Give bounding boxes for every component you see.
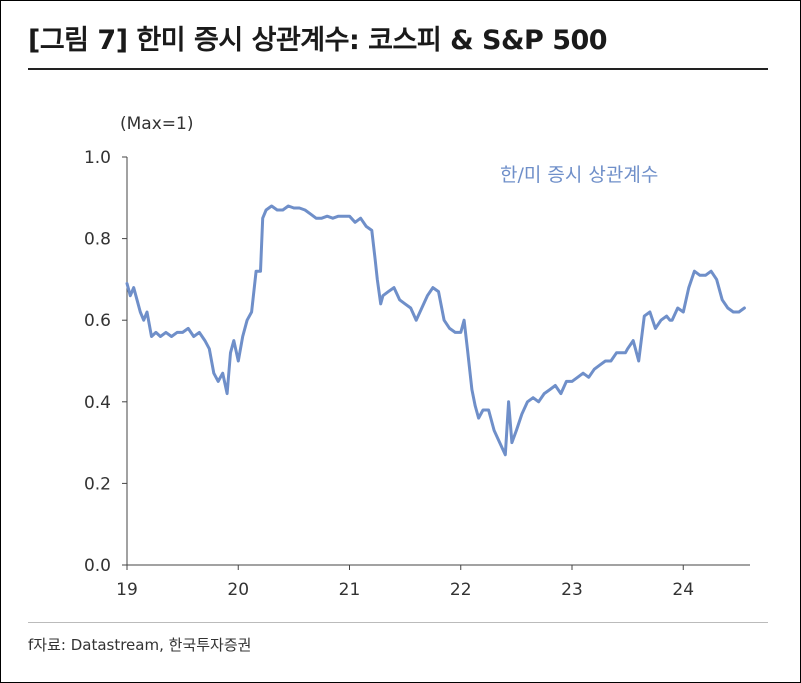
tick-labels: 0.0 0.2 0.4 0.6 0.8 1.0 19 20 21 22 23 24 [84,148,694,600]
y-tick-label: 0.2 [84,474,111,494]
series-label: 한/미 증시 상관계수 [500,164,658,186]
chart-series [125,204,746,457]
chart-axes [122,156,750,570]
x-tick-label: 22 [450,580,472,600]
x-tick-label: 20 [227,580,249,600]
x-tick-label: 23 [561,580,583,600]
source-divider [28,622,768,623]
unit-label: (Max=1) [120,114,194,134]
y-tick-label: 0.0 [84,556,111,576]
x-tick-label: 24 [672,580,694,600]
x-tick-label: 21 [339,580,361,600]
series-line [125,204,746,457]
chart-title: [그림 7] 한미 증시 상관계수: 코스피 & S&P 500 [28,25,608,56]
y-tick-label: 0.4 [84,393,111,413]
y-tick-label: 0.6 [84,311,111,331]
x-tick-label: 19 [116,580,138,600]
title-divider [28,68,768,70]
source-note: f자료: Datastream, 한국투자증권 [28,636,252,654]
y-tick-label: 1.0 [84,148,111,168]
y-tick-label: 0.8 [84,230,111,250]
